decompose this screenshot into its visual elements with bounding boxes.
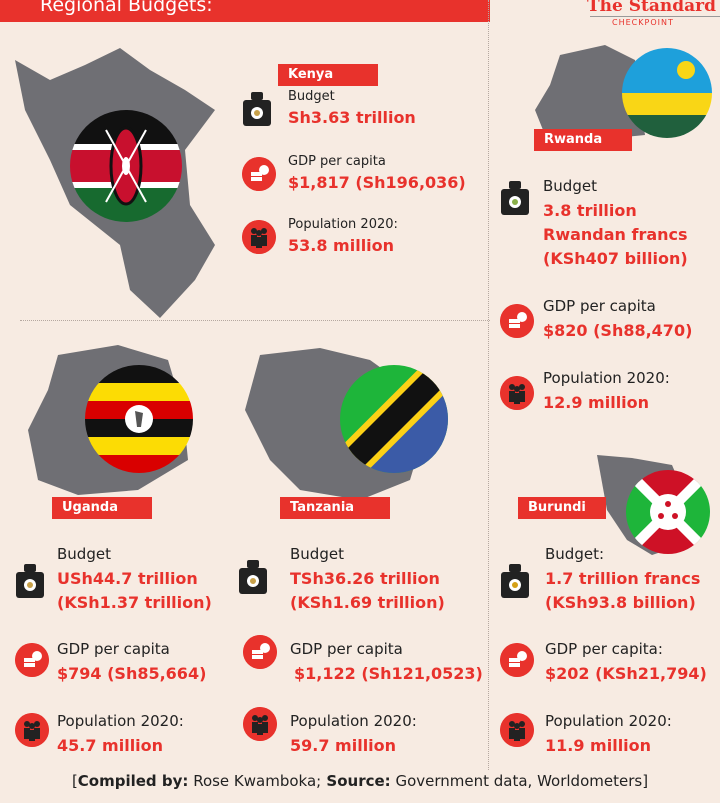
kenya-gdp-label: GDP per capita (288, 154, 386, 169)
kenya-coins-icon (242, 157, 276, 191)
source-label: Source: (321, 772, 391, 790)
source-footer: [Compiled by: Rose Kwamboka; Source: Gov… (0, 772, 720, 790)
kenya-label: Kenya (278, 64, 378, 86)
kenya-people-icon (242, 220, 276, 254)
rwanda-flag-icon (622, 48, 712, 138)
kenya-budget-label: Budget (288, 89, 335, 104)
burundi-gdp-label: GDP per capita: (545, 640, 663, 658)
footer-bracket-close: ] (642, 772, 649, 790)
rwanda-pop-value: 12.9 million (543, 393, 650, 412)
tanzania-gdp-label: GDP per capita (290, 640, 403, 658)
burundi-pop-label: Population 2020: (545, 712, 672, 730)
burundi-pop-value: 11.9 million (545, 736, 652, 755)
footer-bracket-open: [ (71, 772, 78, 790)
source-text: Government data, Worldometers (390, 772, 643, 790)
tanzania-budget-line2: (KSh1.69 trillion) (290, 593, 445, 612)
rwanda-gdp-label: GDP per capita (543, 297, 656, 315)
rwanda-budget-line2: Rwandan francs (543, 225, 688, 244)
publisher-logo: The Standard CHECKPOINT (586, 0, 720, 30)
uganda-gdp-value: $794 (Sh85,664) (57, 664, 207, 683)
burundi-budget-label: Budget: (545, 545, 605, 563)
burundi-people-icon (500, 713, 534, 747)
uganda-pop-value: 45.7 million (57, 736, 164, 755)
kenya-gdp-value: $1,817 (Sh196,036) (288, 173, 466, 192)
tanzania-budget-line1: TSh36.26 trillion (290, 569, 440, 588)
uganda-budget-line2: (KSh1.37 trillion) (57, 593, 212, 612)
tanzania-people-icon (243, 707, 277, 741)
uganda-coins-icon (15, 643, 49, 677)
rwanda-budget-box-icon (501, 181, 529, 215)
title-banner: Regional Budgets: (0, 0, 490, 22)
row-divider (20, 320, 490, 321)
uganda-budget-box-icon (16, 564, 44, 598)
tanzania-pop-label: Population 2020: (290, 712, 417, 730)
tanzania-budget-box-icon (239, 560, 267, 594)
uganda-flag-icon (85, 365, 193, 473)
rwanda-pop-label: Population 2020: (543, 369, 670, 387)
burundi-label: Burundi (518, 497, 606, 519)
rwanda-budget-line3: (KSh407 billion) (543, 249, 688, 268)
tanzania-budget-label: Budget (290, 545, 344, 563)
burundi-coins-icon (500, 643, 534, 677)
tanzania-pop-value: 59.7 million (290, 736, 397, 755)
rwanda-label: Rwanda (534, 129, 632, 151)
logo-text: The Standard (587, 0, 716, 16)
rwanda-coins-icon (500, 304, 534, 338)
burundi-budget-line2: (KSh93.8 billion) (545, 593, 696, 612)
uganda-budget-line1: USh44.7 trillion (57, 569, 198, 588)
kenya-budget-box-icon (243, 92, 271, 126)
uganda-pop-label: Population 2020: (57, 712, 184, 730)
burundi-flag-icon (626, 470, 710, 554)
tanzania-coins-icon (243, 635, 277, 669)
compiled-name: Rose Kwamboka; (188, 772, 322, 790)
rwanda-gdp-value: $820 (Sh88,470) (543, 321, 693, 340)
rwanda-people-icon (500, 376, 534, 410)
uganda-gdp-label: GDP per capita (57, 640, 170, 658)
uganda-budget-label: Budget (57, 545, 111, 563)
kenya-pop-label: Population 2020: (288, 217, 398, 232)
burundi-gdp-value: $202 (KSh21,794) (545, 664, 707, 683)
kenya-budget-value: Sh3.63 trillion (288, 108, 416, 127)
page-title: Regional Budgets: (40, 0, 213, 16)
column-divider (488, 0, 489, 770)
kenya-flag-icon (70, 110, 182, 222)
uganda-label: Uganda (52, 497, 152, 519)
tanzania-gdp-value: $1,122 (Sh121,0523) (294, 664, 483, 683)
kenya-pop-value: 53.8 million (288, 236, 395, 255)
tanzania-label: Tanzania (280, 497, 390, 519)
tanzania-flag-icon (340, 365, 448, 473)
rwanda-map (535, 45, 645, 140)
burundi-budget-line1: 1.7 trillion francs (545, 569, 701, 588)
burundi-budget-box-icon (501, 564, 529, 598)
compiled-label: Compiled by: (77, 772, 189, 790)
uganda-people-icon (15, 713, 49, 747)
rwanda-budget-label: Budget (543, 177, 597, 195)
logo-subtext: CHECKPOINT (612, 18, 674, 27)
rwanda-budget-line1: 3.8 trillion (543, 201, 637, 220)
